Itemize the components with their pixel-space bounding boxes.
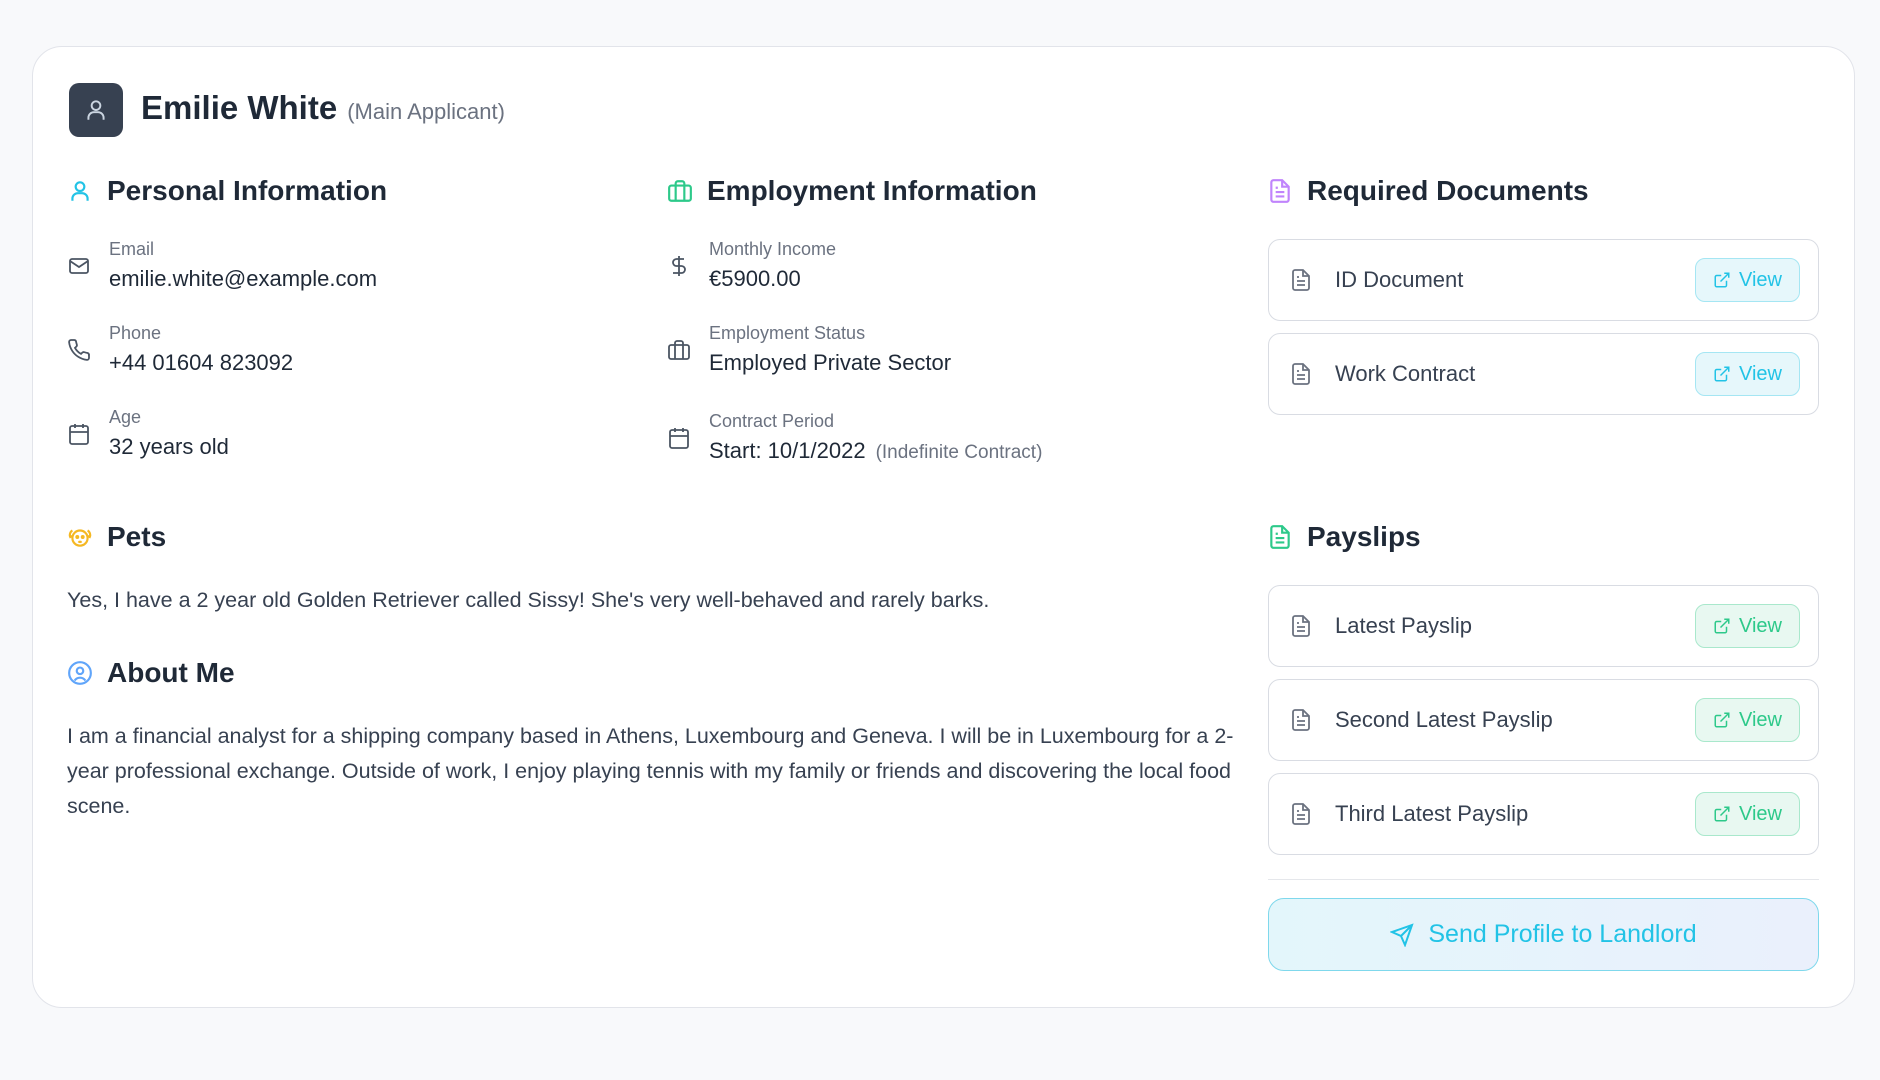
employment-info-heading: Employment Information <box>667 175 1037 207</box>
external-link-icon <box>1714 712 1730 728</box>
file-icon <box>1292 269 1310 291</box>
send-profile-button[interactable]: Send Profile to Landlord <box>1268 898 1819 971</box>
divider <box>1268 879 1819 880</box>
pets-heading: Pets <box>67 521 166 553</box>
user-icon <box>71 181 89 201</box>
send-icon <box>1390 922 1415 947</box>
file-icon <box>1292 803 1310 825</box>
phone-field: Phone +44 01604 823092 <box>67 323 293 376</box>
external-link-icon <box>1714 366 1730 382</box>
user-circle-icon <box>68 661 92 685</box>
contract-period-field: Contract Period Start: 10/1/2022 (Indefini… <box>667 411 1042 464</box>
file-icon <box>1292 615 1310 637</box>
payslip-item-second: Second Latest Payslip View <box>1268 679 1819 761</box>
required-documents-heading: Required Documents <box>1267 175 1589 207</box>
email-field: Email emilie.white@example.com <box>67 239 377 292</box>
briefcase-icon <box>668 339 690 360</box>
payslip-item-third: Third Latest Payslip View <box>1268 773 1819 855</box>
payslip-item-latest: Latest Payslip View <box>1268 585 1819 667</box>
view-work-contract-button[interactable]: View <box>1695 352 1800 396</box>
view-second-payslip-button[interactable]: View <box>1695 698 1800 742</box>
user-icon <box>87 100 105 120</box>
pets-text: Yes, I have a 2 year old Golden Retrieve… <box>67 588 990 612</box>
personal-info-heading: Personal Information <box>67 175 387 207</box>
applicant-name: Emilie White (Main Applicant) <box>141 89 505 126</box>
file-icon <box>1292 363 1310 385</box>
employment-status-field: Employment Status Employed Private Sector <box>667 323 951 376</box>
calendar-icon <box>69 423 89 445</box>
document-item-id: ID Document View <box>1268 239 1819 321</box>
age-field: Age 32 years old <box>67 407 229 460</box>
external-link-icon <box>1714 806 1730 822</box>
file-text-icon <box>1270 179 1290 203</box>
dollar-icon <box>672 255 686 276</box>
applicant-role: (Main Applicant) <box>347 99 505 124</box>
paw-icon <box>68 529 92 547</box>
view-third-payslip-button[interactable]: View <box>1695 792 1800 836</box>
file-icon <box>1292 709 1310 731</box>
mail-icon <box>69 257 89 274</box>
avatar <box>69 83 123 137</box>
external-link-icon <box>1714 272 1730 288</box>
view-id-document-button[interactable]: View <box>1695 258 1800 302</box>
calendar-icon <box>669 427 689 449</box>
about-text: I am a financial analyst for a shipping … <box>67 724 1234 818</box>
view-latest-payslip-button[interactable]: View <box>1695 604 1800 648</box>
payslips-heading: Payslips <box>1267 521 1421 553</box>
file-text-icon <box>1270 525 1290 549</box>
income-field: Monthly Income €5900.00 <box>667 239 836 292</box>
briefcase-icon <box>668 180 692 202</box>
document-item-work-contract: Work Contract View <box>1268 333 1819 415</box>
external-link-icon <box>1714 618 1730 634</box>
applicant-card: Emilie White (Main Applicant) Personal In… <box>32 46 1855 1008</box>
phone-icon <box>68 338 90 361</box>
about-heading: About Me <box>67 657 235 689</box>
